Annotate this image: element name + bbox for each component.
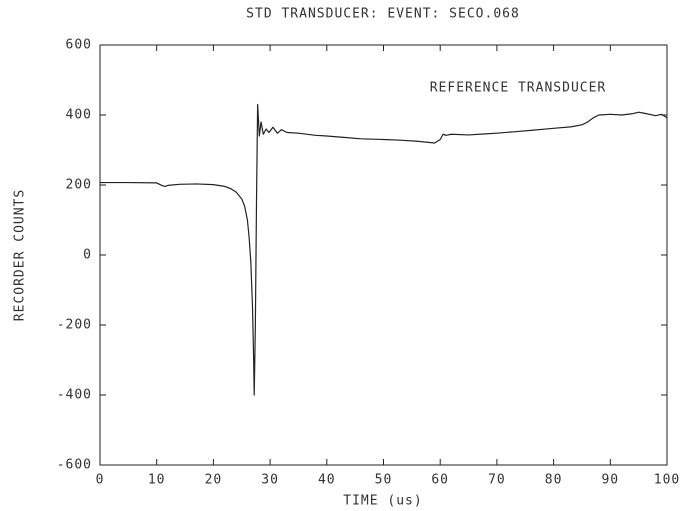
x-tick-label: 90 <box>601 473 619 488</box>
y-tick-label: -600 <box>57 458 92 473</box>
y-tick-label: 400 <box>66 108 92 123</box>
data-line <box>100 103 668 396</box>
x-tick-label: 10 <box>148 473 166 488</box>
y-tick-label: -200 <box>57 318 92 333</box>
annotation: REFERENCE TRANSDUCER <box>430 81 607 96</box>
y-tick-label: 200 <box>66 178 92 193</box>
x-tick-label: 70 <box>488 473 506 488</box>
plot-frame <box>99 44 668 466</box>
chart-title: STD TRANSDUCER: EVENT: SECO.068 <box>246 7 520 22</box>
x-tick-label: 80 <box>545 473 563 488</box>
y-tick-label: -400 <box>57 388 92 403</box>
y-axis-label: RECORDER COUNTS <box>13 189 28 321</box>
y-tick-label: 600 <box>66 38 92 53</box>
x-tick-label: 40 <box>318 473 336 488</box>
x-tick-label: 30 <box>261 473 279 488</box>
x-axis-label: TIME (us) <box>343 494 422 509</box>
x-tick-label: 60 <box>431 473 449 488</box>
x-tick-label: 100 <box>654 473 680 488</box>
x-tick-label: 20 <box>205 473 223 488</box>
y-tick-label: 0 <box>83 248 92 263</box>
x-tick-label: 50 <box>375 473 393 488</box>
x-tick-label: 0 <box>96 473 105 488</box>
